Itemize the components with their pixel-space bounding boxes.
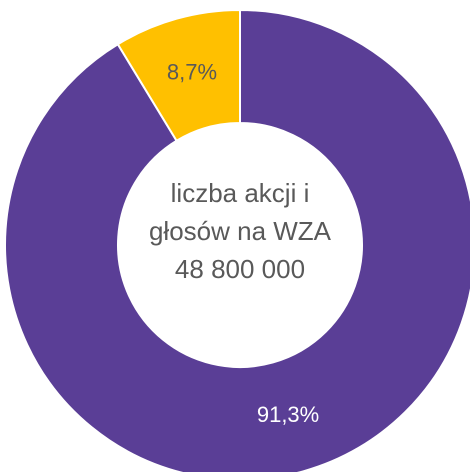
- data-label: 8,7%: [167, 59, 217, 84]
- donut-slice: [116, 8, 241, 143]
- donut-slice: [4, 8, 470, 472]
- data-label: 91,3%: [257, 402, 319, 427]
- center-text: 48 800 000: [175, 254, 305, 284]
- center-text: głosów na WZA: [149, 216, 332, 246]
- center-text: liczba akcji i: [171, 178, 310, 208]
